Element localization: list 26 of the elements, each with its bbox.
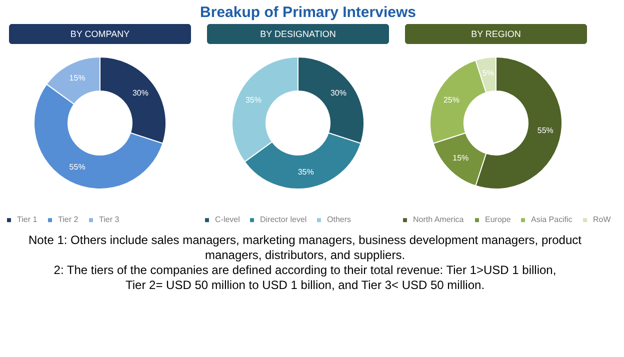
text: Breakup of Primary Interviews	[200, 4, 416, 21]
text: Note 1: Others include sales managers, marketing managers, business development managers, product managers, distributors, and suppliers.	[28, 233, 582, 262]
chart-title: BY DESIGNATION	[260, 29, 336, 39]
data-label: 30%	[330, 88, 346, 98]
legend-label: Tier 1	[17, 215, 38, 224]
legend-label: Tier 2	[58, 215, 79, 224]
legend-label: North America	[413, 215, 464, 224]
legend-label: RoW	[593, 215, 612, 224]
text: 2: The tiers of the companies are defined according to their total revenue: Tier 1>USD 1 billion, Tier 2= USD 50 million to USD 1 billion, and Tier 3< USD 50 million.	[54, 263, 556, 292]
legend-label: Tier 3	[99, 215, 120, 224]
legend-label: C-level	[215, 215, 240, 224]
data-label: 55%	[69, 162, 86, 172]
legend-label: Others	[327, 215, 352, 224]
data-label: 25%	[443, 95, 460, 104]
legend-label: Director level	[260, 215, 307, 224]
data-label: 30%	[132, 88, 148, 98]
chart-title: BY COMPANY	[70, 29, 130, 39]
chart-title: BY REGION	[471, 29, 521, 39]
data-label: 35%	[245, 95, 262, 104]
data-label: 15%	[452, 153, 469, 162]
legend-label: Asia Pacific	[531, 215, 572, 224]
data-label: 55%	[537, 126, 554, 135]
data-label: 5%	[482, 68, 494, 78]
legend-label: Europe	[485, 215, 512, 224]
data-label: 15%	[69, 73, 86, 82]
data-label: 35%	[298, 167, 314, 176]
